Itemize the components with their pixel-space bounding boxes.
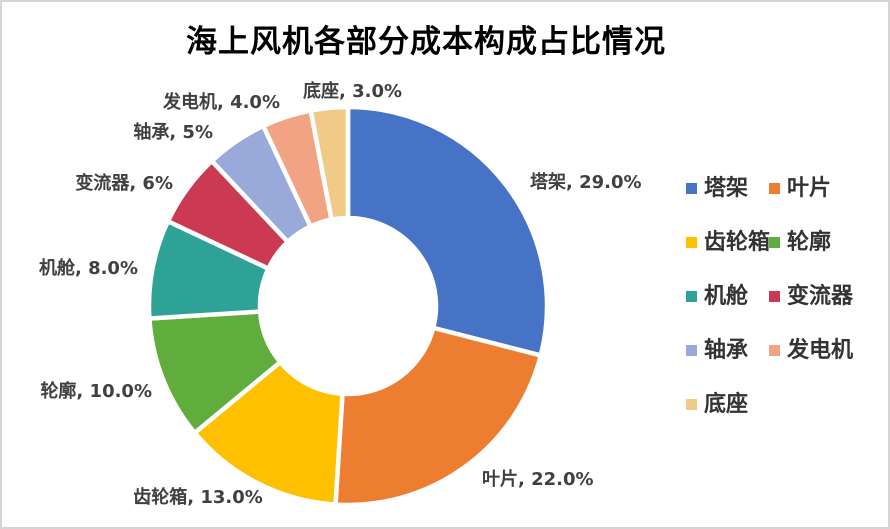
data-label-7: 发电机, 4.0% — [162, 91, 280, 113]
data-label-2: 齿轮箱, 13.0% — [133, 486, 263, 508]
data-label-5: 变流器, 6% — [75, 172, 173, 194]
data-label-1: 叶片, 22.0% — [482, 468, 594, 490]
donut-slice-0 — [345, 104, 550, 358]
data-label-0: 塔架, 29.0% — [530, 171, 642, 193]
data-label-4: 机舱, 8.0% — [39, 257, 138, 279]
donut-slice-1 — [333, 325, 543, 508]
data-label-8: 底座, 3.0% — [303, 80, 402, 102]
donut-slice-8 — [308, 104, 351, 222]
data-label-3: 轮廓, 10.0% — [40, 380, 152, 402]
chart-title: 海上风机各部分成本构成占比情况 — [186, 24, 666, 60]
data-label-6: 轴承, 5% — [133, 121, 213, 143]
